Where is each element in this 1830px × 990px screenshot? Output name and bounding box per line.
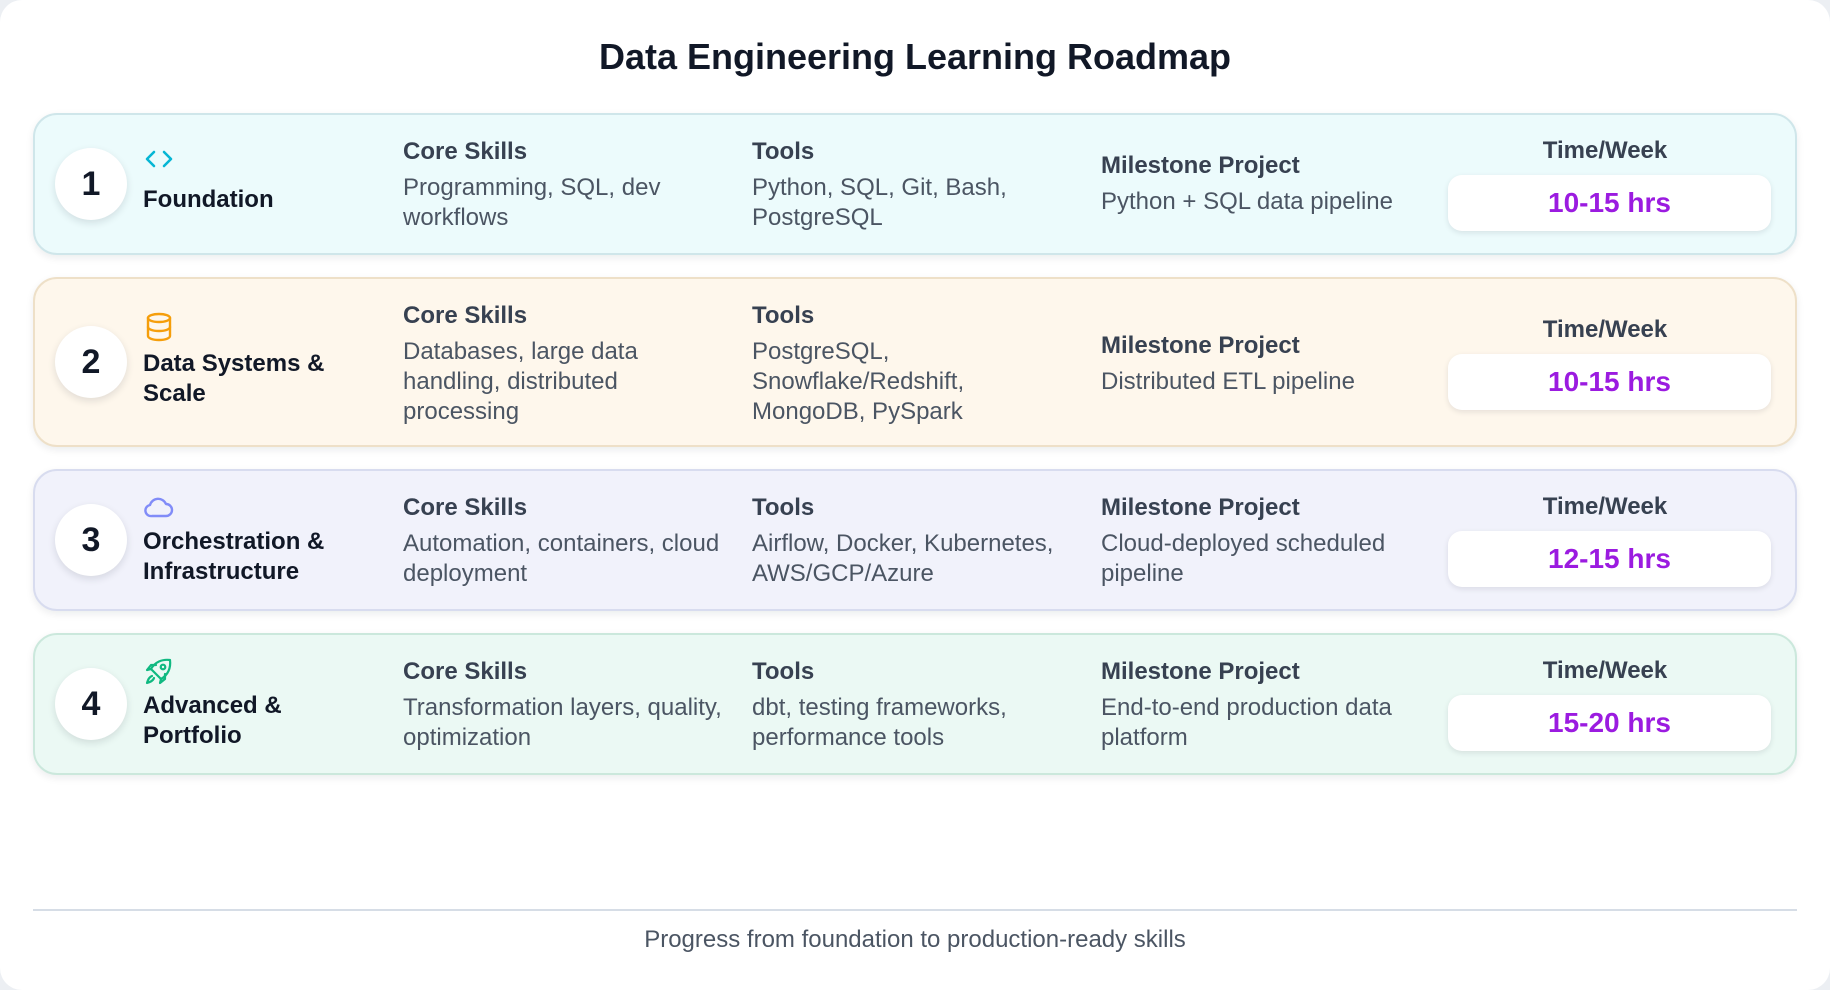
- milestone-column: Milestone Project Distributed ETL pipeli…: [1101, 331, 1441, 397]
- stage-number: 4: [55, 668, 127, 740]
- core-skills-column: Core Skills Databases, large data handli…: [403, 301, 723, 427]
- stage-number: 1: [55, 148, 127, 220]
- tools-heading: Tools: [752, 658, 815, 685]
- milestone-heading: Milestone Project: [1101, 494, 1300, 521]
- stage-name: Advanced & Portfolio: [143, 692, 282, 749]
- stage-card-data-systems: 2 Data Systems & Scale Core Skills Datab…: [33, 277, 1797, 447]
- stage-card-advanced: 4 Advanced & Portfolio Core Skills Trans…: [33, 633, 1797, 775]
- tools-heading: Tools: [752, 138, 815, 165]
- footer-divider: [33, 909, 1797, 911]
- core-skills-heading: Core Skills: [403, 658, 528, 685]
- tools-text: dbt, testing frameworks, performance too…: [752, 694, 1007, 751]
- tools-column: Tools PostgreSQL, Snowflake/Redshift, Mo…: [752, 301, 1082, 427]
- core-skills-text: Programming, SQL, dev workflows: [403, 174, 661, 231]
- tools-text: PostgreSQL, Snowflake/Redshift, MongoDB,…: [752, 338, 965, 425]
- database-icon: [143, 311, 175, 343]
- hours-badge: 12-15 hrs: [1448, 531, 1771, 587]
- core-skills-text: Automation, containers, cloud deployment: [403, 530, 720, 587]
- tools-heading: Tools: [752, 302, 815, 329]
- milestone-column: Milestone Project Python + SQL data pipe…: [1101, 151, 1441, 217]
- milestone-column: Milestone Project Cloud-deployed schedul…: [1101, 493, 1441, 589]
- stage-name: Orchestration & Infrastructure: [143, 528, 325, 585]
- core-skills-heading: Core Skills: [403, 138, 528, 165]
- milestone-column: Milestone Project End-to-end production …: [1101, 657, 1441, 753]
- hours-badge: 10-15 hrs: [1448, 354, 1771, 410]
- tools-text: Python, SQL, Git, Bash, PostgreSQL: [752, 174, 1007, 231]
- time-week-heading: Time/Week: [1542, 316, 1668, 343]
- time-week-heading: Time/Week: [1542, 493, 1668, 520]
- time-week-heading: Time/Week: [1542, 657, 1668, 684]
- tools-column: Tools Airflow, Docker, Kubernetes, AWS/G…: [752, 493, 1082, 589]
- stage-card-orchestration: 3 Orchestration & Infrastructure Core Sk…: [33, 469, 1797, 611]
- tools-text: Airflow, Docker, Kubernetes, AWS/GCP/Azu…: [752, 530, 1054, 587]
- tools-heading: Tools: [752, 494, 815, 521]
- code-icon: [143, 143, 175, 175]
- milestone-text: Cloud-deployed scheduled pipeline: [1101, 530, 1386, 587]
- hours-badge: 10-15 hrs: [1448, 175, 1771, 231]
- stage-name: Foundation: [143, 186, 274, 213]
- core-skills-column: Core Skills Transformation layers, quali…: [403, 657, 723, 753]
- core-skills-heading: Core Skills: [403, 302, 528, 329]
- core-skills-column: Core Skills Automation, containers, clou…: [403, 493, 723, 589]
- milestone-heading: Milestone Project: [1101, 152, 1300, 179]
- core-skills-text: Databases, large data handling, distribu…: [403, 338, 638, 425]
- milestone-text: Python + SQL data pipeline: [1101, 188, 1393, 215]
- milestone-text: Distributed ETL pipeline: [1101, 368, 1355, 395]
- page-title: Data Engineering Learning Roadmap: [598, 36, 1232, 77]
- stage-name: Data Systems & Scale: [143, 350, 325, 407]
- stage-card-foundation: 1 Foundation Core Skills Programming, SQ…: [33, 113, 1797, 255]
- rocket-icon: [143, 655, 175, 687]
- footer-caption: Progress from foundation to production-r…: [644, 926, 1186, 953]
- hours-badge: 15-20 hrs: [1448, 695, 1771, 751]
- core-skills-text: Transformation layers, quality, optimiza…: [403, 694, 722, 751]
- milestone-text: End-to-end production data platform: [1101, 694, 1392, 751]
- cloud-icon: [143, 491, 175, 523]
- tools-column: Tools dbt, testing frameworks, performan…: [752, 657, 1082, 753]
- stage-number: 3: [55, 504, 127, 576]
- tools-column: Tools Python, SQL, Git, Bash, PostgreSQL: [752, 137, 1082, 233]
- stage-number: 2: [55, 326, 127, 398]
- time-week-heading: Time/Week: [1542, 137, 1668, 164]
- core-skills-heading: Core Skills: [403, 494, 528, 521]
- core-skills-column: Core Skills Programming, SQL, dev workfl…: [403, 137, 723, 233]
- milestone-heading: Milestone Project: [1101, 332, 1300, 359]
- milestone-heading: Milestone Project: [1101, 658, 1300, 685]
